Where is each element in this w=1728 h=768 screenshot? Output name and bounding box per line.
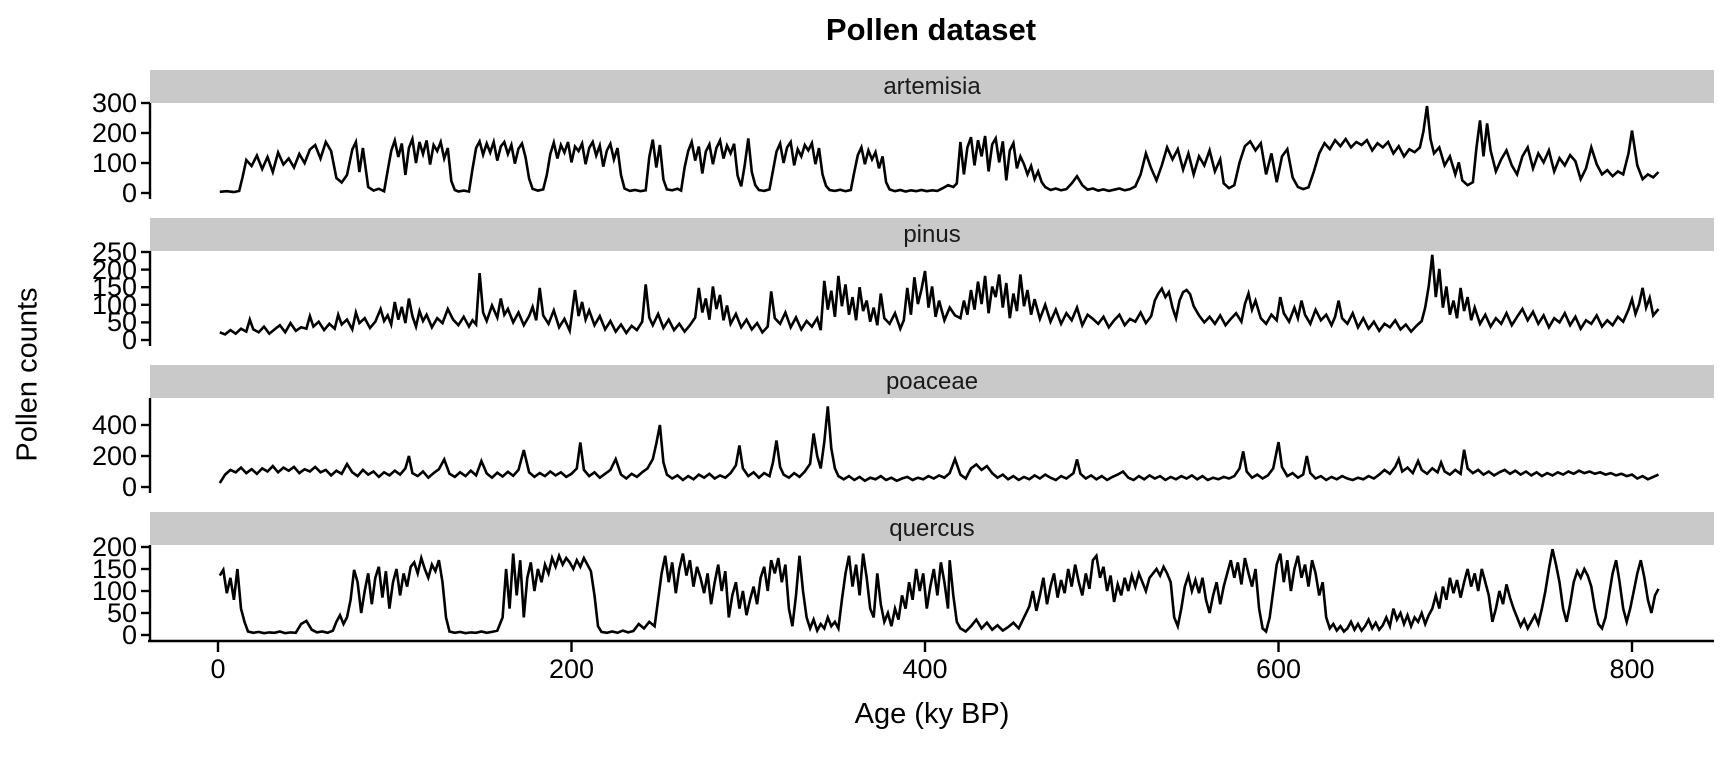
facet-strip-label: poaceae xyxy=(885,367,979,395)
x-tick-label: 400 xyxy=(902,654,948,684)
facet-strip-quercus: quercus xyxy=(150,512,1714,545)
y-tick-label: 400 xyxy=(91,410,137,440)
facet-panel xyxy=(219,105,1660,194)
y-tick-label: 200 xyxy=(91,532,137,562)
y-tick-label: 0 xyxy=(121,620,137,650)
y-tick-label: 150 xyxy=(91,554,137,584)
pinus-series-line xyxy=(219,254,1660,336)
y-tick-label: 100 xyxy=(91,576,137,606)
poaceae-series-line xyxy=(218,406,1660,484)
x-tick-label: 600 xyxy=(1255,654,1302,684)
y-tick-label: 100 xyxy=(91,148,137,178)
x-tick-label: 200 xyxy=(548,654,595,684)
y-tick-label: 200 xyxy=(91,118,137,148)
chart-title: Pollen dataset xyxy=(825,12,1037,47)
y-tick-label: 0 xyxy=(121,325,137,355)
y-tick-label: 150 xyxy=(91,272,137,303)
facet-strip-label: artemisia xyxy=(883,72,981,100)
y-tick-label: 50 xyxy=(106,307,137,338)
facet-strip-label: quercus xyxy=(889,514,975,542)
facet-strip-label: pinus xyxy=(903,220,961,248)
facet-strip-poaceae: poaceae xyxy=(150,365,1714,398)
y-tick-label: 200 xyxy=(91,254,137,285)
facet-panel xyxy=(218,548,1660,635)
y-tick-label: 300 xyxy=(91,88,137,118)
y-tick-label: 100 xyxy=(91,289,137,320)
quercus-series-line xyxy=(218,548,1660,635)
facet-strip-pinus: pinus xyxy=(150,218,1714,251)
artemisia-series-line xyxy=(219,105,1660,194)
y-tick-label: 0 xyxy=(121,472,137,502)
y-tick-label: 0 xyxy=(121,178,137,208)
x-axis-title: Age (ky BP) xyxy=(854,698,1010,730)
x-tick-label: 0 xyxy=(210,654,226,684)
facet-panel xyxy=(218,406,1660,484)
facet-strip-artemisia: artemisia xyxy=(150,70,1714,103)
y-tick-label: 50 xyxy=(106,598,137,628)
x-tick-label: 800 xyxy=(1609,654,1655,684)
facet-panel xyxy=(219,254,1660,336)
axes xyxy=(141,101,1714,652)
y-tick-label: 200 xyxy=(91,441,137,471)
y-tick-label: 250 xyxy=(91,237,137,267)
